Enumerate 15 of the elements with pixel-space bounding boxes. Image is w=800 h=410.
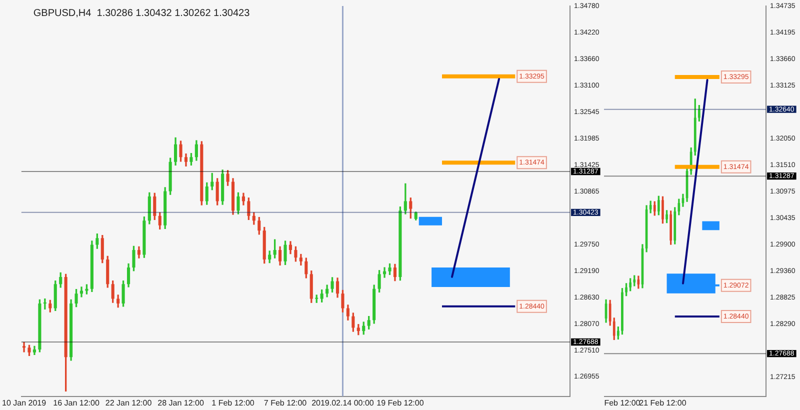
chart-title: GBPUSD,H4 1.30286 1.30432 1.30262 1.30423 [33, 8, 250, 19]
x-tick-label: 1 Feb 12:00 [212, 398, 255, 408]
candlestick [625, 283, 628, 296]
x-tick-label: Feb 12:00 [604, 398, 641, 408]
x-tick-label: 16 Jan 12:00 [53, 398, 100, 408]
x-tick-label: 19 Feb 12:00 [376, 398, 424, 408]
candlestick [666, 210, 668, 224]
x-tick-label: 28 Jan 12:00 [158, 398, 204, 408]
x-tick-label: 7 Feb 12:00 [264, 398, 308, 408]
x-tick-label: 21 Feb 12:00 [639, 398, 687, 408]
candlestick [662, 196, 664, 224]
x-tick-label: 2019.02.14 00:00 [312, 398, 374, 408]
candlestick [22, 342, 26, 352]
x-tick-label: 10 Jan 2019 [2, 398, 47, 408]
x-tick-label: 22 Jan 12:00 [105, 398, 152, 408]
